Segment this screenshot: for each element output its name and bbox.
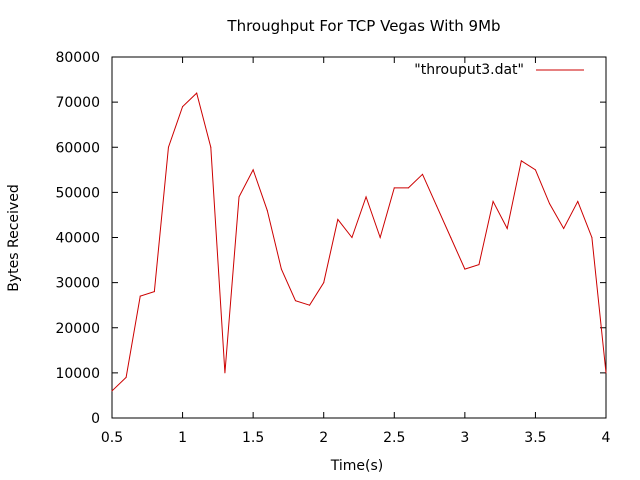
data-point bbox=[238, 196, 240, 198]
data-point bbox=[280, 268, 282, 270]
data-point bbox=[520, 160, 522, 162]
y-tick-label: 70000 bbox=[55, 95, 100, 111]
data-point bbox=[323, 282, 325, 284]
data-point bbox=[450, 237, 452, 238]
data-point bbox=[224, 372, 226, 374]
data-point bbox=[196, 92, 198, 94]
x-tick-label: 4 bbox=[602, 430, 611, 446]
data-point bbox=[153, 291, 155, 293]
axis-ticks bbox=[111, 56, 607, 419]
data-point bbox=[436, 205, 438, 207]
y-axis-label: Bytes Received bbox=[6, 184, 22, 291]
data-point bbox=[605, 372, 607, 374]
data-point bbox=[492, 200, 494, 202]
x-tick-label: 1.5 bbox=[242, 430, 264, 446]
legend-label: "throuput3.dat" bbox=[414, 62, 524, 78]
data-point bbox=[351, 237, 353, 238]
y-tick-label: 50000 bbox=[55, 185, 100, 201]
data-points bbox=[111, 92, 607, 392]
data-point bbox=[393, 187, 395, 189]
data-point bbox=[379, 237, 381, 238]
legend: "throuput3.dat" bbox=[414, 62, 584, 78]
y-tick-label: 40000 bbox=[55, 231, 100, 247]
plot-frame bbox=[111, 56, 607, 419]
x-tick-label: 2 bbox=[319, 430, 328, 446]
data-point bbox=[534, 169, 536, 171]
data-point bbox=[111, 390, 113, 392]
data-point bbox=[422, 173, 424, 175]
data-point bbox=[365, 196, 367, 198]
y-tick-label: 0 bbox=[91, 411, 100, 427]
data-point bbox=[337, 218, 339, 220]
data-point bbox=[591, 237, 593, 238]
data-point bbox=[506, 227, 508, 229]
data-point bbox=[125, 376, 127, 378]
data-point bbox=[309, 304, 311, 306]
y-tick-label: 20000 bbox=[55, 321, 100, 337]
x-tick-label: 1 bbox=[178, 430, 187, 446]
data-point bbox=[139, 295, 141, 297]
data-point bbox=[407, 187, 409, 189]
data-point bbox=[252, 169, 254, 171]
y-tick-label: 80000 bbox=[55, 50, 100, 66]
data-point bbox=[294, 300, 296, 302]
data-point bbox=[464, 268, 466, 270]
data-point bbox=[563, 227, 565, 229]
x-tick-label: 2.5 bbox=[383, 430, 405, 446]
y-tick-label: 30000 bbox=[55, 276, 100, 292]
y-tick-label: 10000 bbox=[55, 366, 100, 382]
x-tick-label: 0.5 bbox=[101, 430, 123, 446]
tick-labels: 0.5 1 1.5 2 2.5 3 3.5 4 0 10000 20000 30000 40000 500… bbox=[55, 50, 610, 446]
data-point bbox=[210, 146, 212, 148]
data-point bbox=[167, 146, 169, 148]
series-line-throuput3 bbox=[111, 92, 607, 392]
data-point bbox=[478, 264, 480, 266]
y-tick-label: 60000 bbox=[55, 140, 100, 156]
data-point bbox=[182, 106, 184, 108]
chart-title: Throughput For TCP Vegas With 9Mb bbox=[226, 17, 500, 35]
data-point bbox=[577, 200, 579, 202]
x-tick-label: 3 bbox=[460, 430, 469, 446]
data-point bbox=[266, 209, 268, 211]
x-tick-label: 3.5 bbox=[524, 430, 546, 446]
data-point bbox=[549, 203, 551, 205]
x-axis-label: Time(s) bbox=[330, 458, 383, 474]
